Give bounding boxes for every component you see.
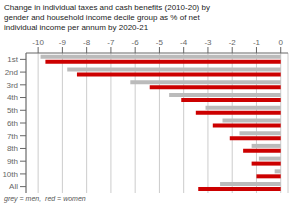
svg-text:-6: -6 <box>132 38 140 47</box>
html-text:grey = men, red = women: grey = men, red = women <box>4 195 86 202</box>
svg-text:0: 0 <box>278 38 283 47</box>
html-text:gender and household income de: gender and household income decile group… <box>4 13 200 22</box>
html-text:individual income per annum by: individual income per annum by 2020-21 <box>4 23 149 32</box>
svg-text:-2: -2 <box>229 38 237 47</box>
svg-text:-5: -5 <box>156 38 164 47</box>
svg-text:-1: -1 <box>253 38 261 47</box>
svg-text:All: All <box>9 182 18 191</box>
svg-text:-7: -7 <box>107 38 115 47</box>
svg-text:2nd: 2nd <box>8 68 18 77</box>
svg-text:9th: 9th <box>8 157 18 166</box>
svg-text:6th: 6th <box>8 119 18 128</box>
svg-text:4th: 4th <box>8 93 18 102</box>
svg-text:-4: -4 <box>180 38 188 47</box>
svg-text:10th: 10th <box>8 170 18 179</box>
svg-text:-3: -3 <box>204 38 212 47</box>
svg-text:5th: 5th <box>8 106 18 115</box>
svg-text:-10: -10 <box>32 38 44 47</box>
svg-text:-9: -9 <box>59 38 67 47</box>
svg-text:1st: 1st <box>8 55 19 64</box>
svg-text:8th: 8th <box>8 144 18 153</box>
svg-text:-8: -8 <box>83 38 91 47</box>
html-text:Change in individual taxes and: Change in individual taxes and cash bene… <box>4 3 210 12</box>
svg-text:7th: 7th <box>8 132 18 141</box>
svg-text:3rd: 3rd <box>8 81 18 90</box>
